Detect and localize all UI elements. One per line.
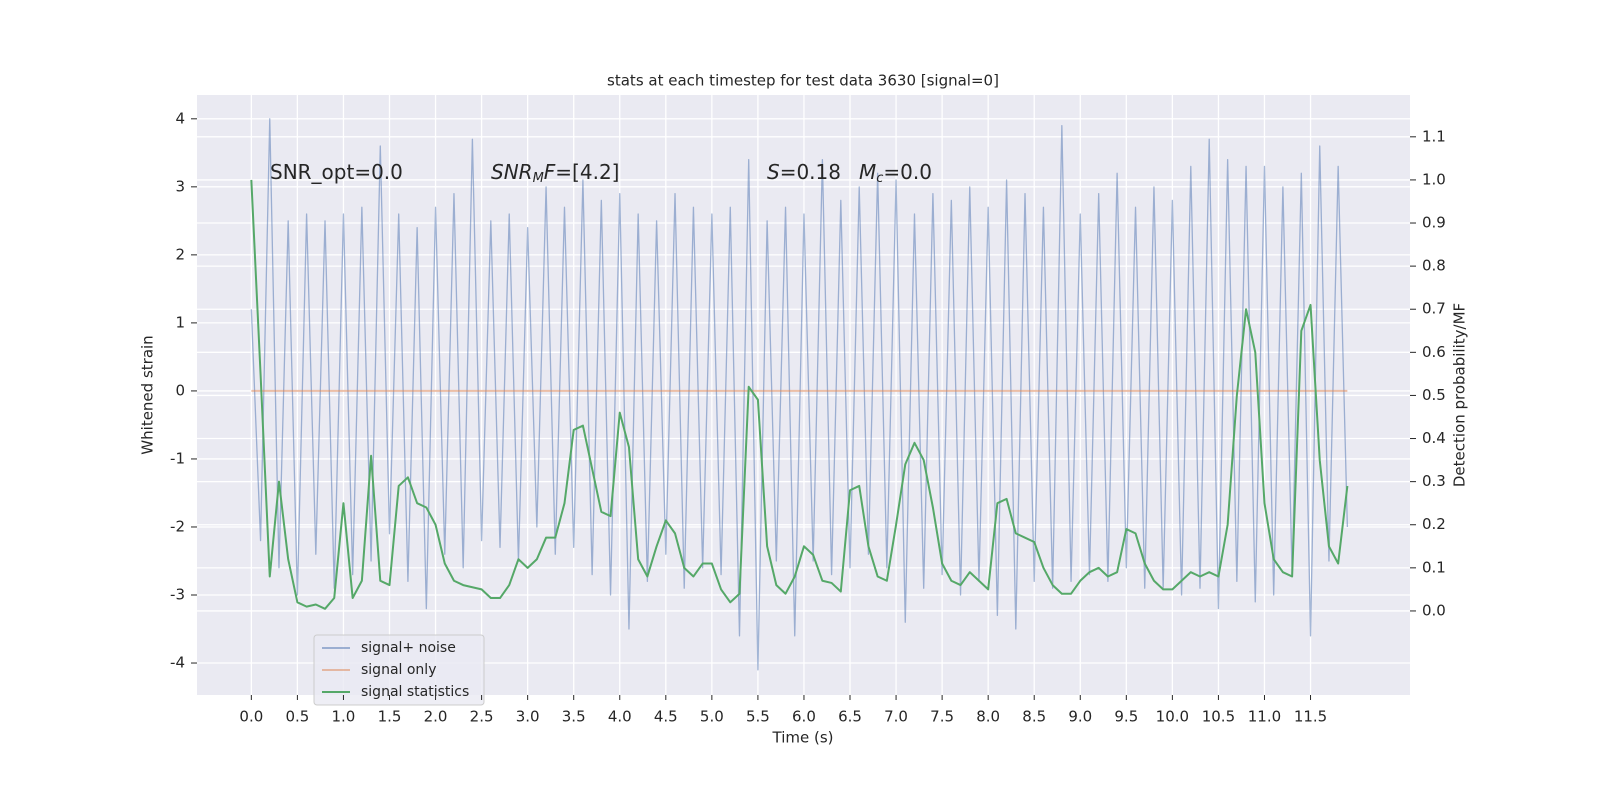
x-tick-label: 9.5 <box>1114 708 1138 726</box>
y2-tick-label: 0.7 <box>1422 300 1446 318</box>
annotation-part: M <box>859 160 876 184</box>
y2-tick-label: 0.3 <box>1422 472 1446 490</box>
y-tick-label: -3 <box>170 586 185 604</box>
y-tick-label: 3 <box>175 177 185 195</box>
x-tick-label: 8.0 <box>976 708 1000 726</box>
y2-tick-label: 0.8 <box>1422 257 1446 275</box>
x-tick-label: 2.5 <box>470 708 494 726</box>
annotation: S=0.18 Mc=0.0 <box>767 160 932 186</box>
x-tick-label: 7.5 <box>930 708 954 726</box>
x-tick-label: 8.5 <box>1022 708 1046 726</box>
annotation-part: =0.18 <box>780 160 841 184</box>
x-tick-label: 0.0 <box>239 708 263 726</box>
x-tick-label: 5.0 <box>700 708 724 726</box>
annotation-part: SNR <box>491 160 533 184</box>
x-tick-label: 10.5 <box>1202 708 1235 726</box>
x-tick-label: 3.5 <box>562 708 586 726</box>
y2-tick-label: 0.5 <box>1422 386 1446 404</box>
legend-label: signal statistics <box>361 684 469 700</box>
x-tick-label: 11.0 <box>1248 708 1281 726</box>
x-tick-label: 4.5 <box>654 708 678 726</box>
x-tick-label: 4.0 <box>608 708 632 726</box>
annotation: SNR_opt=0.0 <box>270 160 403 184</box>
series-line <box>250 118 1349 671</box>
y-tick-label: -4 <box>170 654 185 672</box>
x-tick-label: 6.0 <box>792 708 816 726</box>
x-tick-label: 6.5 <box>838 708 862 726</box>
y2-tick-label: 1.1 <box>1422 127 1446 145</box>
y-tick-label: -1 <box>170 449 185 467</box>
y2-tick-label: 1.0 <box>1422 170 1446 188</box>
series-line <box>250 179 1349 610</box>
y2-tick-label: 0.2 <box>1422 515 1446 533</box>
y2-tick-label: 0.0 <box>1422 601 1446 619</box>
y2-tick-label: 0.4 <box>1422 429 1446 447</box>
annotation-part: S <box>767 160 780 184</box>
x-tick-label: 3.0 <box>516 708 540 726</box>
legend-label: signal+ noise <box>361 640 456 656</box>
annotation-part: F <box>544 160 556 184</box>
x-tick-label: 1.0 <box>332 708 356 726</box>
x-tick-label: 11.5 <box>1294 708 1327 726</box>
x-tick-label: 0.5 <box>285 708 309 726</box>
y-tick-label: 2 <box>175 245 185 263</box>
y-tick-label: 1 <box>175 313 185 331</box>
y2-tick-label: 0.9 <box>1422 214 1446 232</box>
chart-title: stats at each timestep for test data 363… <box>607 72 999 90</box>
y2-axis-label: Detection probability/MF <box>1451 303 1469 487</box>
legend-label: signal only <box>361 662 436 678</box>
y-tick-label: 0 <box>175 381 185 399</box>
annotation-part: =0.0 <box>883 160 932 184</box>
y2-tick-label: 0.6 <box>1422 343 1446 361</box>
annotation-part: c <box>876 171 883 186</box>
annotation-part: M <box>533 171 544 186</box>
x-tick-label: 2.0 <box>424 708 448 726</box>
annotation-part: SNR_opt=0.0 <box>270 160 403 184</box>
y-tick-label: -2 <box>170 517 185 535</box>
annotation: SNRMF=[4.2] <box>491 160 619 186</box>
legend-box <box>313 634 485 706</box>
annotation-part: =[4.2] <box>555 160 619 184</box>
x-axis-label: Time (s) <box>772 729 834 747</box>
x-tick-label: 10.0 <box>1156 708 1189 726</box>
y-axis-label: Whitened strain <box>139 335 157 454</box>
x-tick-label: 5.5 <box>746 708 770 726</box>
x-tick-label: 7.0 <box>884 708 908 726</box>
y2-tick-label: 0.1 <box>1422 558 1446 576</box>
x-tick-label: 9.0 <box>1068 708 1092 726</box>
x-tick-label: 1.5 <box>378 708 402 726</box>
y-tick-label: 4 <box>175 109 185 127</box>
